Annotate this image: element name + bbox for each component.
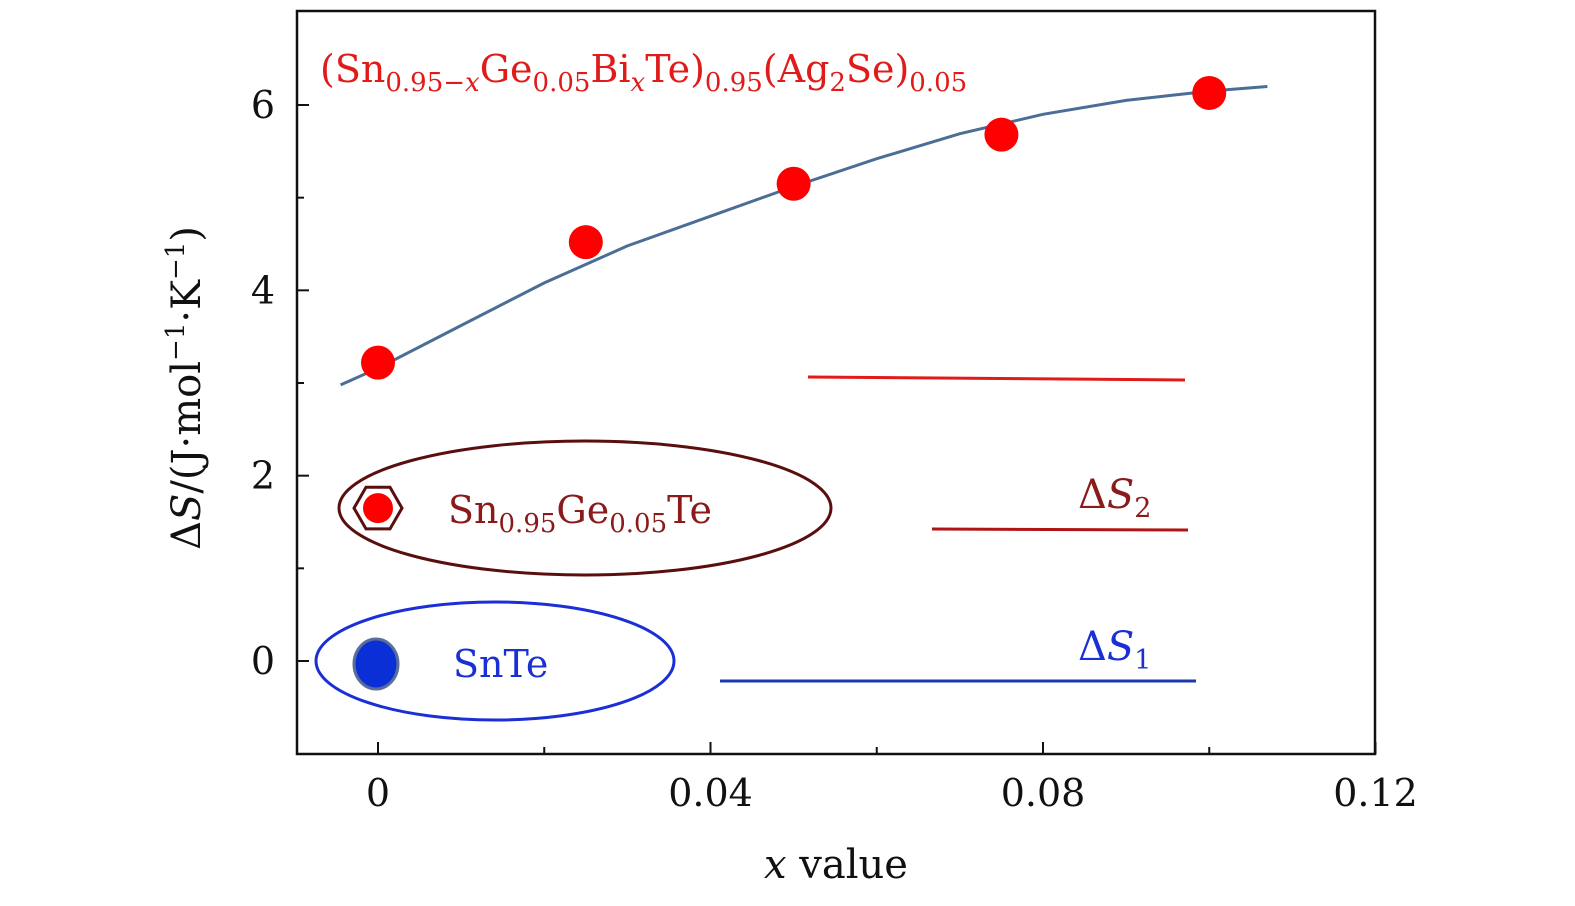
data-point: [568, 225, 603, 260]
formula-part: Te: [667, 488, 712, 532]
fit-curve: [339, 85, 1268, 387]
x-axis-label: x value: [764, 842, 908, 888]
y-tick-label: 0: [251, 639, 275, 683]
data-markers: [352, 75, 1227, 691]
x-tick-label: 0.12: [1333, 771, 1418, 815]
level-line-middle: [931, 527, 1189, 532]
snte-group-ellipse: [314, 600, 676, 722]
formula-part: Te): [645, 47, 705, 91]
axis-ticks: [297, 104, 1377, 754]
y-tick-label: 4: [251, 268, 275, 312]
x-tick-label: 0.04: [668, 771, 753, 815]
formula-part: 0.05: [533, 68, 591, 98]
compound-formula-label: (Sn0.95−xGe0.05BixTe)0.95(Ag2Se)0.05: [320, 47, 967, 98]
ge-compound-label: Sn0.95Ge0.05Te: [448, 488, 712, 539]
data-point: [361, 345, 395, 380]
data-point: [1192, 75, 1227, 110]
hexagon-marker-outline: [352, 485, 404, 531]
x-tick-label: 0: [366, 771, 390, 815]
formula-part: 0.95: [499, 509, 557, 539]
formula-part: 0.05: [609, 509, 667, 539]
formula-part: Se): [846, 47, 909, 91]
formula-part: (Ag: [763, 47, 830, 91]
formula-part: 0.95−: [385, 68, 465, 98]
formula-part: x: [631, 68, 646, 98]
formula-part: Ge: [556, 488, 609, 532]
y-tick-label: 6: [251, 83, 275, 127]
ge-group-ellipse: [337, 439, 833, 577]
formula-part: 0.05: [909, 68, 967, 98]
axis-tick-labels: 0 0.04 0.08 0.12 0 2 4 6: [251, 83, 1418, 815]
x-tick-label: 0.08: [1001, 771, 1086, 815]
data-point: [352, 637, 400, 691]
formula-part: 0.95: [705, 68, 763, 98]
delta-s1-label: ΔS1: [1078, 624, 1151, 676]
formula-part: x: [465, 68, 480, 98]
formula-part: Ge: [480, 47, 533, 91]
level-line-top: [807, 375, 1186, 382]
y-tick-label: 2: [251, 454, 275, 498]
snte-label: SnTe: [453, 642, 548, 686]
data-point: [984, 117, 1019, 152]
formula-part: Bi: [590, 47, 630, 91]
formula-part: 2: [829, 68, 846, 98]
delta-s2-label: ΔS2: [1078, 472, 1151, 524]
y-axis-label: ΔS/(J·mol−1·K−1): [161, 226, 210, 550]
data-point: [363, 493, 393, 524]
formula-part: (Sn: [320, 47, 385, 91]
data-point: [776, 166, 811, 201]
formula-part: Sn: [448, 488, 499, 532]
